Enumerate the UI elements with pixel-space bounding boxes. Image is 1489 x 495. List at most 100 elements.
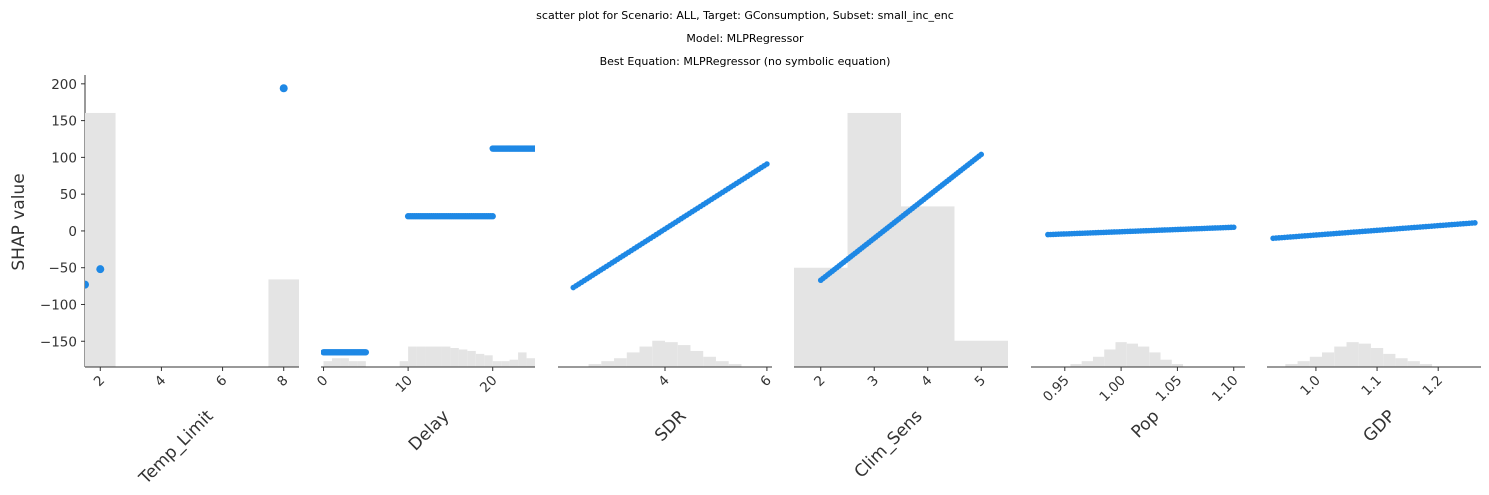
x-tick-label: 2 — [91, 373, 108, 390]
x-tick-label: 0 — [314, 373, 331, 390]
plot-area — [1270, 220, 1478, 367]
x-tick-label: 0.95 — [1040, 373, 1073, 406]
histogram-bar — [1407, 361, 1420, 367]
y-tick-label: 0 — [68, 224, 77, 240]
histogram-bar — [475, 353, 485, 367]
histogram-bar — [1322, 352, 1335, 367]
histogram-bar — [501, 361, 510, 367]
histogram-bar — [728, 364, 742, 367]
x-tick-label: 1.00 — [1096, 373, 1129, 406]
x-axis-label: GDP — [1360, 406, 1400, 446]
x-tick-label: 20 — [477, 373, 500, 396]
subplot-clim-sens: 2 3 4 5 Clim_Sens — [794, 112, 1008, 482]
histogram-bar — [467, 350, 476, 367]
histogram-bar — [492, 361, 502, 367]
x-axis-label: Temp_Limit — [135, 406, 218, 489]
histogram-bar — [677, 345, 691, 367]
x-tick-label: 4 — [655, 373, 672, 390]
histogram-bar — [323, 361, 332, 367]
histogram-bar — [703, 356, 716, 367]
x-tick-label: 5 — [972, 373, 989, 390]
histogram-bar — [450, 348, 459, 367]
histogram-bar — [1104, 349, 1116, 367]
scatter-point — [489, 213, 496, 220]
histogram-bar — [1419, 364, 1433, 367]
histogram-bar — [441, 346, 451, 367]
x-axis-label: Clim_Sens — [851, 406, 927, 482]
histogram-bar — [1285, 364, 1298, 367]
x-tick-label: 3 — [865, 373, 882, 390]
scatter-point — [279, 84, 288, 93]
subplot-gdp: 1.0 1.1 1.2 GDP — [1267, 220, 1481, 446]
histogram-bar — [518, 352, 527, 367]
histogram-bar — [601, 361, 615, 367]
x-tick-label: 1.05 — [1153, 373, 1186, 406]
histogram-bar — [1081, 361, 1093, 367]
scatter-point — [764, 161, 770, 167]
histogram-bar — [331, 358, 341, 367]
histogram-bar — [357, 361, 366, 367]
histogram-bar — [399, 361, 409, 367]
histogram-bar — [665, 342, 678, 367]
histogram-bar — [1395, 358, 1408, 367]
histogram-bar — [626, 352, 640, 367]
equation-subtitle: Best Equation: MLPRegressor (no symbolic… — [600, 55, 891, 68]
x-tick-label: 4 — [918, 373, 935, 390]
histogram-bar — [954, 340, 1008, 367]
y-tick-label: −100 — [40, 297, 77, 313]
scatter-point — [362, 349, 370, 356]
histogram-bar — [588, 364, 602, 367]
subplot-pop: 0.95 1.00 1.05 1.10 Pop — [1031, 224, 1245, 442]
x-tick-label: 2 — [811, 373, 828, 390]
histogram-bar — [526, 358, 535, 367]
x-tick-label: 10 — [392, 373, 415, 396]
histogram-bar — [509, 359, 519, 367]
x-tick-label: 1.10 — [1209, 373, 1242, 406]
histogram-bar — [1358, 343, 1371, 367]
histogram-bar — [348, 361, 358, 367]
subplot-sdr: 4 6 SDR — [558, 161, 775, 446]
x-axis-label: Pop — [1128, 406, 1164, 442]
subplot-panels: 2 4 6 8 Temp_Limit 0 10 20 Delay 4 6 SDR 2 3 4 5 Clim_Se… — [85, 84, 1481, 489]
plot-area — [321, 145, 535, 367]
histogram-bar — [614, 358, 627, 367]
histogram-bar — [652, 340, 665, 367]
histogram-bar — [1334, 346, 1347, 367]
histogram-bar — [715, 361, 729, 367]
y-tick-label: 50 — [60, 187, 77, 203]
histogram-bar — [1309, 356, 1323, 367]
histogram-bar — [458, 349, 468, 367]
plot-area — [794, 112, 1008, 367]
plot-area — [570, 161, 770, 367]
x-tick-label: 1.1 — [1358, 373, 1385, 400]
plot-area — [85, 84, 299, 367]
x-tick-label: 1.2 — [1420, 373, 1447, 400]
y-tick-label: 150 — [51, 114, 77, 130]
histogram-bar — [1115, 342, 1127, 367]
histogram-bar — [416, 346, 426, 367]
figure-title: scatter plot for Scenario: ALL, Target: … — [536, 9, 954, 22]
histogram-bar — [1126, 343, 1138, 367]
scatter-point — [85, 280, 89, 289]
histogram-bar — [1160, 359, 1172, 367]
histogram-bar — [1070, 364, 1082, 367]
x-tick-label: 8 — [274, 373, 291, 390]
histogram-bar — [484, 355, 493, 367]
y-tick-label: −50 — [49, 261, 78, 277]
histogram-bar — [1346, 342, 1359, 367]
scatter-point — [1472, 220, 1478, 226]
histogram-bar — [690, 350, 704, 367]
x-axis-label: Delay — [405, 406, 454, 455]
histogram-bar — [794, 267, 848, 367]
model-subtitle: Model: MLPRegressor — [686, 32, 804, 45]
subplot-delay: 0 10 20 Delay — [314, 145, 535, 455]
histogram-bar — [85, 112, 116, 367]
y-tick-label: −150 — [40, 334, 77, 350]
histogram-bar — [901, 206, 955, 367]
x-tick-label: 6 — [213, 373, 230, 390]
histogram-bar — [1149, 352, 1161, 367]
y-tick-label: 100 — [51, 150, 77, 166]
scatter-point — [1230, 224, 1237, 231]
scatter-point — [96, 265, 105, 274]
